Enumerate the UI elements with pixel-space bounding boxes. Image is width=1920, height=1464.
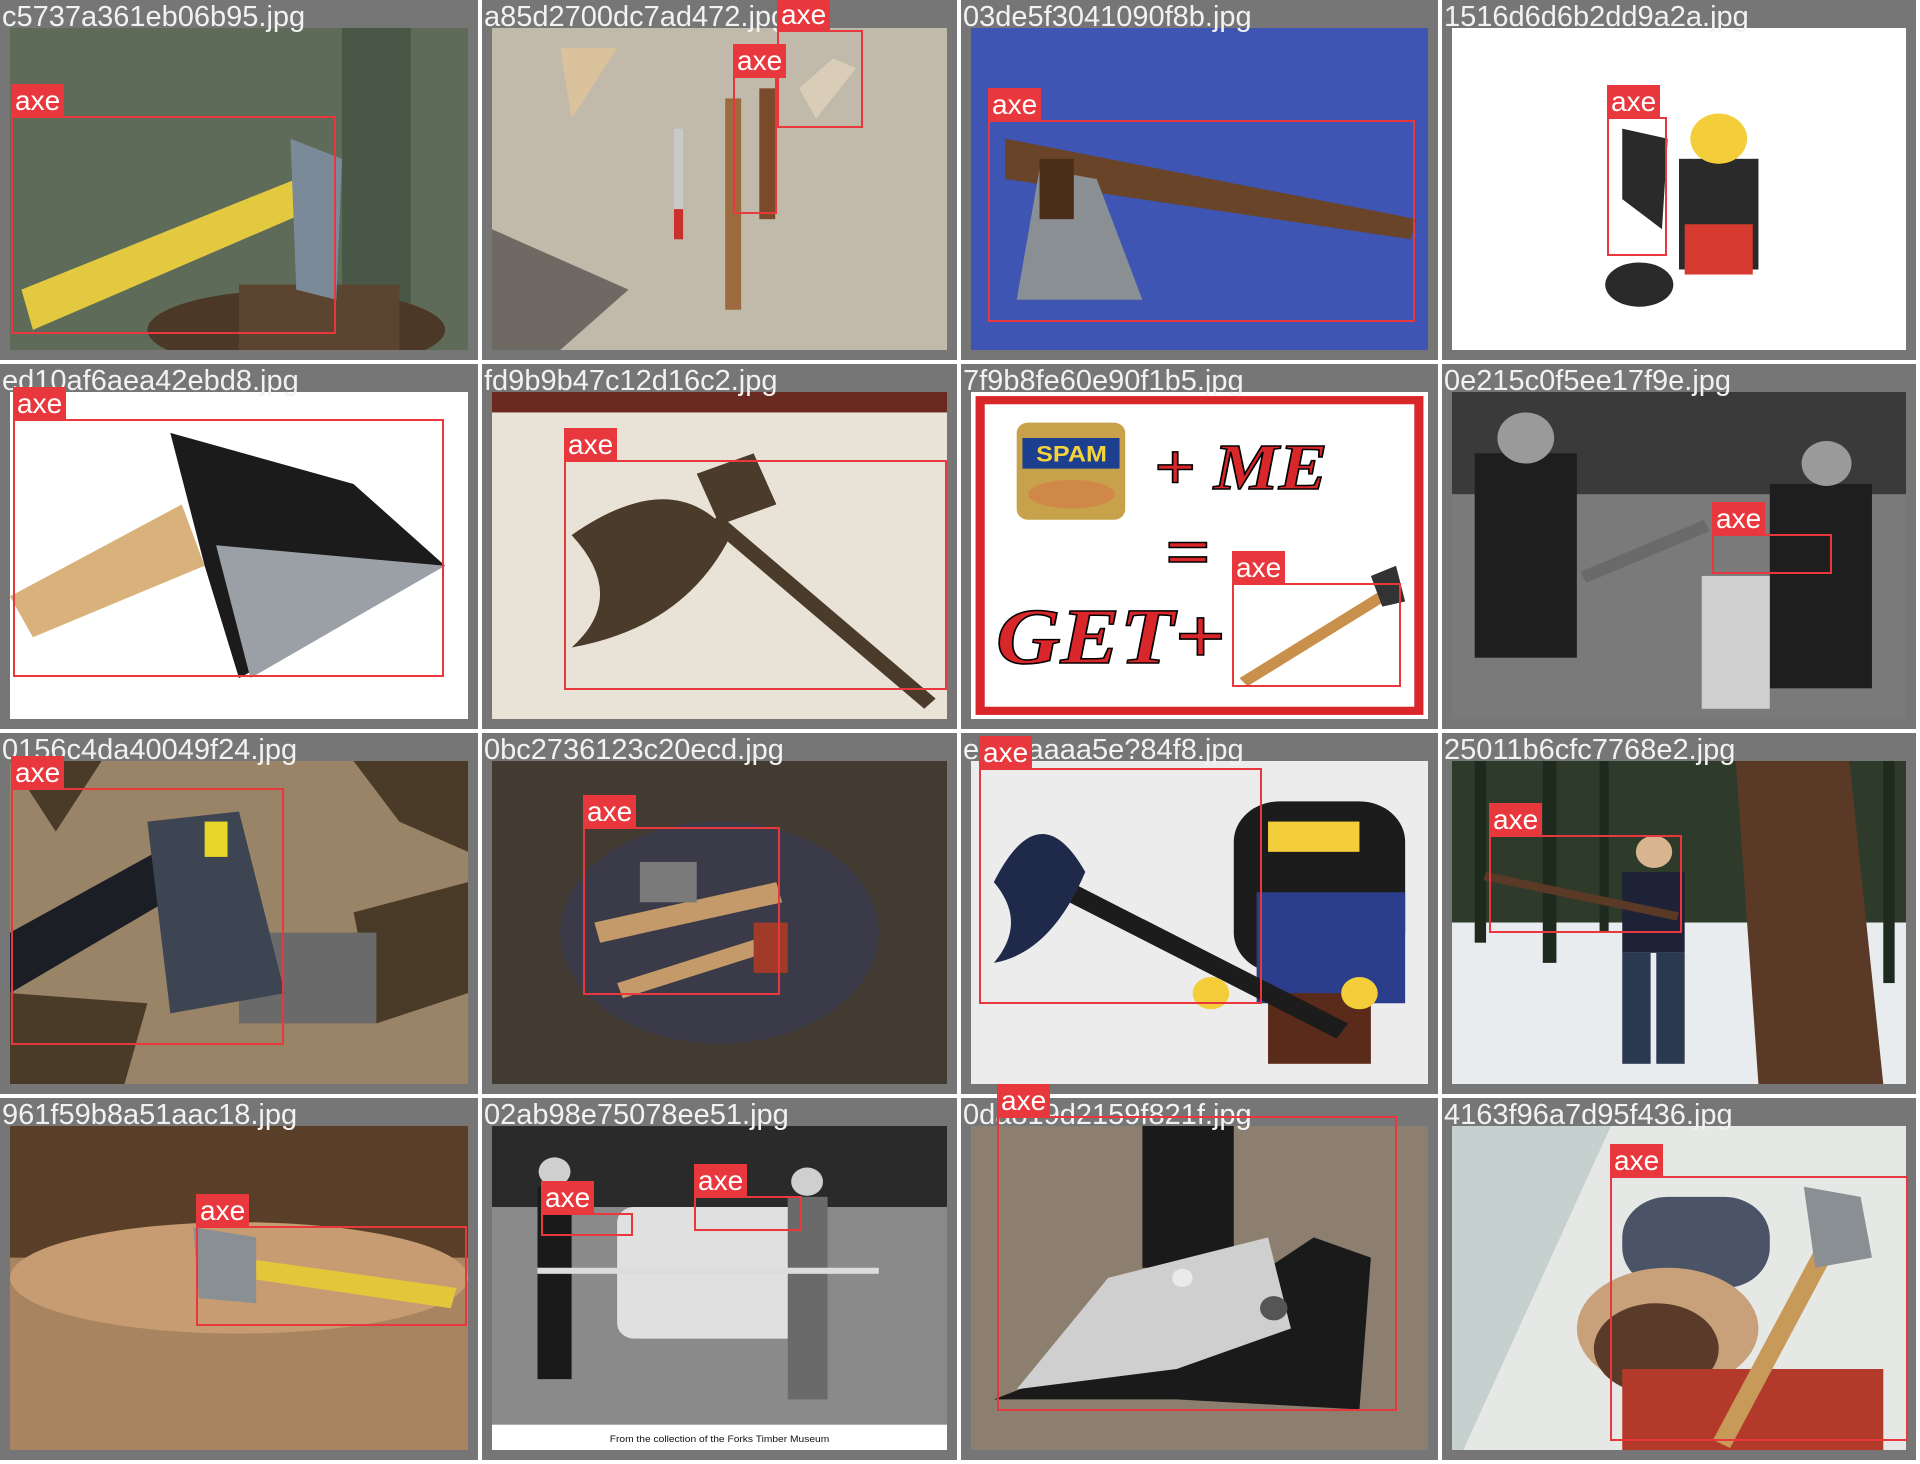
svg-text:=: =: [1165, 513, 1211, 592]
detection-label: axe: [694, 1164, 748, 1198]
tile-filename: c5737a361eb06b95.jpg: [2, 1, 306, 33]
tile-photo: [492, 392, 947, 719]
grid-tile: 0bc2736123c20ecd.jpg: [482, 733, 957, 1094]
tile-photo: [1452, 28, 1906, 350]
grid-tile: 0da819d2159f821f.jpg: [961, 1098, 1438, 1460]
tile-photo: [971, 761, 1428, 1084]
svg-text:+ ME: + ME: [1154, 432, 1328, 505]
detection-label: axe: [1232, 551, 1286, 585]
tile-filename: 961f59b8a51aac18.jpg: [2, 1099, 298, 1131]
grid-tile: fd9b9b47c12d16c2.jpg: [482, 364, 957, 729]
svg-text:GET+: GET+: [996, 593, 1225, 681]
detection-box: axe: [979, 736, 1262, 1004]
detection-label: axe: [564, 428, 618, 462]
detection-label: axe: [1712, 502, 1766, 536]
detection-box: axe: [13, 387, 444, 677]
detection-label: axe: [979, 736, 1033, 770]
tile-filename: a85d2700dc7ad472.jpg: [484, 1, 788, 33]
detection-box: axe: [11, 84, 336, 334]
tile-filename: 25011b6cfc7768e2.jpg: [1444, 734, 1736, 766]
svg-text:SPAM: SPAM: [1036, 442, 1107, 467]
tile-photo: [10, 28, 468, 350]
tile-photo: [10, 761, 468, 1084]
detection-label: axe: [997, 1084, 1051, 1118]
grid-tile: 03de5f3041090f8b.jpg: [961, 0, 1438, 360]
tile-filename: 02ab98e75078ee51.jpg: [484, 1099, 789, 1131]
grid-tile: 25011b6cfc7768e2.jpg: [1442, 733, 1916, 1094]
grid-tile: a85d2700dc7ad472.jpg: [482, 0, 957, 360]
tile-photo: [971, 28, 1428, 350]
grid-tile: From the collection of the Forks Timber …: [482, 1098, 957, 1460]
detection-label: axe: [1489, 803, 1543, 837]
grid-tile: c5737a361eb06b95.jpg: [0, 0, 478, 360]
detection-label: axe: [1610, 1144, 1664, 1178]
detection-label: axe: [541, 1181, 595, 1215]
tile-filename: fd9b9b47c12d16c2.jpg: [484, 365, 778, 397]
detection-box: axe: [1610, 1144, 1908, 1441]
tile-photo: SPAM + ME = GET+: [971, 392, 1428, 719]
detection-box: axe: [777, 0, 863, 128]
grid-tile: 961f59b8a51aac18.jpg: [0, 1098, 478, 1460]
grid-tile: ed10af6aea42ebd8.jpg: [0, 364, 478, 729]
tile-filename: 7f9b8fe60e90f1b5.jpg: [963, 365, 1244, 397]
grid-tile: e1?7aaaa5e?84f8.jpg: [961, 733, 1438, 1094]
svg-text:From the collection of the For: From the collection of the Forks Timber …: [610, 1434, 830, 1444]
grid-tile: 0e215c0f5ee17f9e.jpg: [1442, 364, 1916, 729]
detection-label: axe: [11, 756, 65, 790]
grid-tile: 1516d6d6b2dd9a2a.jpg: [1442, 0, 1916, 360]
detection-box: axe: [988, 88, 1415, 322]
detection-box: axe: [196, 1194, 467, 1326]
detection-box: axe: [11, 756, 284, 1045]
detection-label: axe: [13, 387, 67, 421]
grid-tile: 0156c4da40049f24.jpg: [0, 733, 478, 1094]
detection-box: axe: [694, 1164, 802, 1231]
detection-box: axe: [997, 1084, 1397, 1411]
detection-label: axe: [733, 44, 787, 78]
detection-box: axe: [1489, 803, 1682, 933]
detection-box: axe: [1607, 85, 1667, 256]
detection-box: axe: [1232, 551, 1401, 687]
tile-photo: [1452, 1126, 1906, 1450]
detection-label: axe: [777, 0, 831, 32]
tile-filename: 0e215c0f5ee17f9e.jpg: [1444, 365, 1732, 397]
detection-box: axe: [564, 428, 947, 690]
tile-photo: [971, 1126, 1428, 1450]
detection-label: axe: [1607, 85, 1661, 119]
detection-box: axe: [541, 1181, 633, 1236]
tile-filename: 03de5f3041090f8b.jpg: [963, 1, 1252, 33]
tile-photo: [10, 1126, 468, 1450]
tile-photo: [1452, 392, 1906, 719]
tile-photo: [492, 761, 947, 1084]
detection-box: axe: [583, 795, 780, 995]
grid-tile: SPAM + ME = GET+ 7f9b8fe60e90f1b5.jpg: [961, 364, 1438, 729]
tile-photo: [492, 28, 947, 350]
detection-box: axe: [733, 44, 787, 214]
detection-label: axe: [988, 88, 1042, 122]
tile-filename: 1516d6d6b2dd9a2a.jpg: [1444, 1, 1749, 33]
detection-label: axe: [196, 1194, 250, 1228]
detection-label: axe: [583, 795, 637, 829]
tile-filename: 4163f96a7d95f436.jpg: [1444, 1099, 1733, 1131]
detection-box: axe: [1712, 502, 1832, 574]
tile-filename: 0bc2736123c20ecd.jpg: [484, 734, 784, 766]
detection-label: axe: [11, 84, 65, 118]
tile-photo: [10, 392, 468, 719]
grid-tile: 4163f96a7d95f436.jpg: [1442, 1098, 1916, 1460]
